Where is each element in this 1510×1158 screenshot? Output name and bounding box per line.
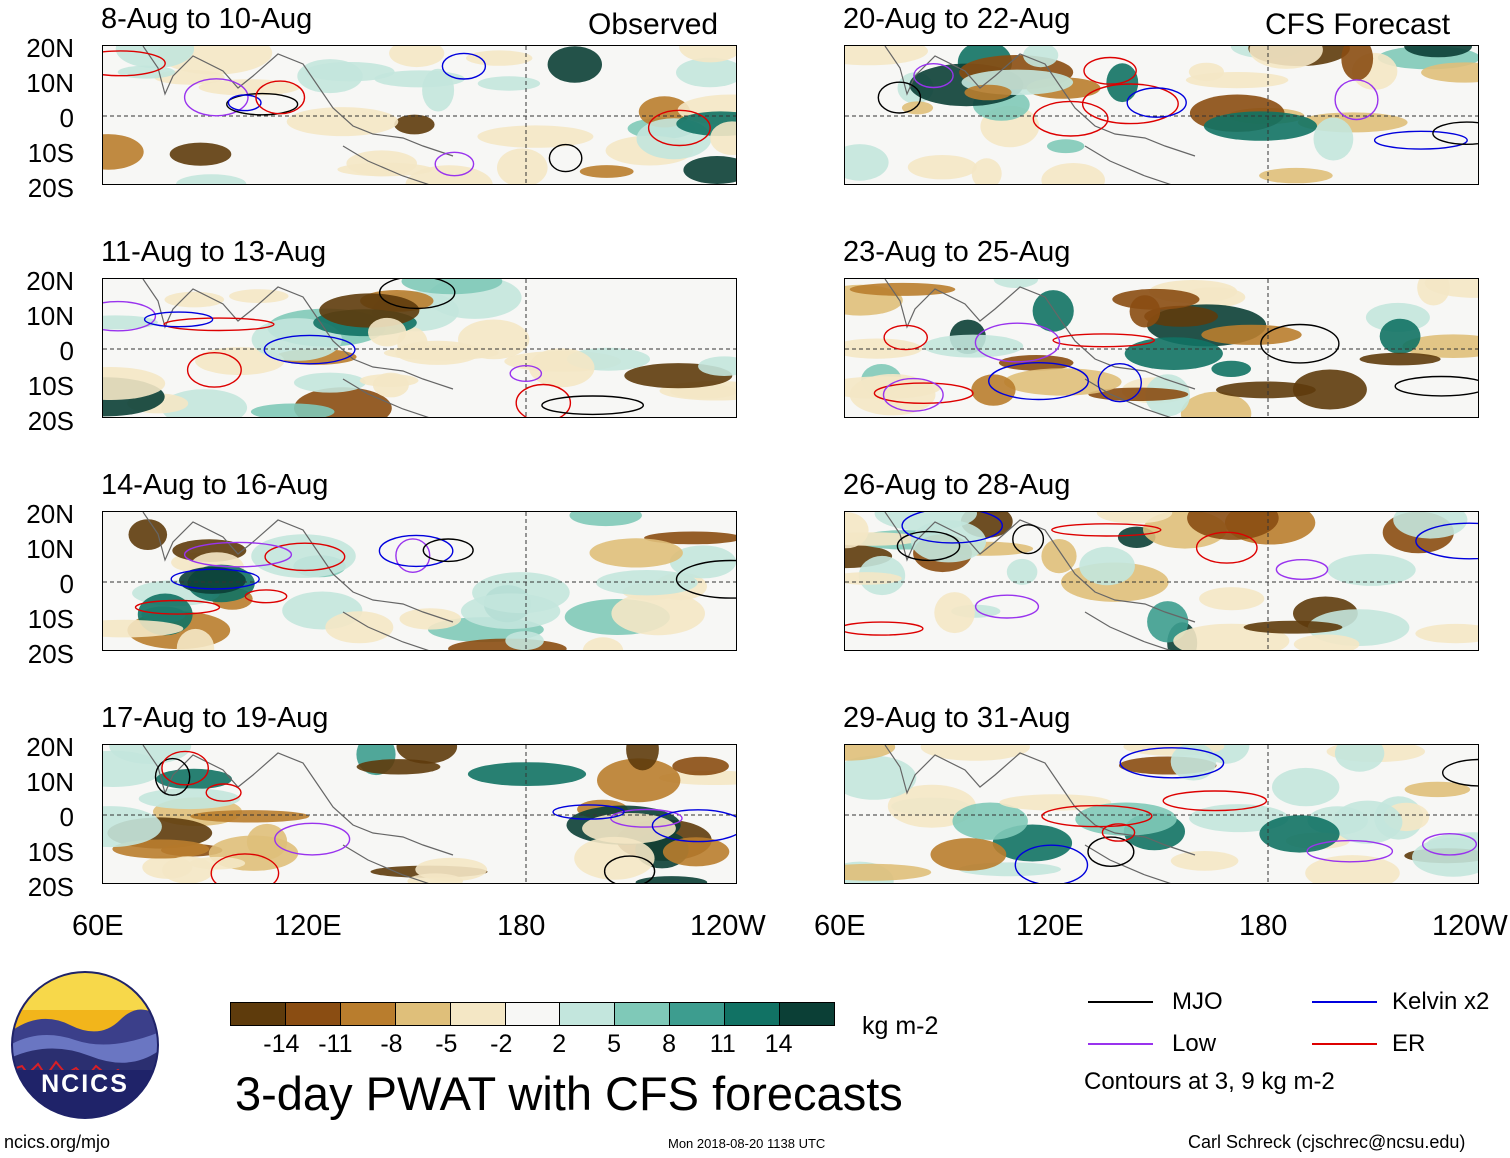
lat-label: 10S bbox=[27, 604, 74, 634]
map-panel-observed-4 bbox=[102, 744, 737, 884]
colorbar-label: 11 bbox=[709, 1030, 736, 1058]
lat-label: 10N bbox=[26, 534, 74, 564]
footer-timestamp: Mon 2018-08-20 1138 UTC bbox=[668, 1136, 826, 1151]
legend-note: Contours at 3, 9 kg m-2 bbox=[1084, 1068, 1335, 1095]
map-panel-forecast-2 bbox=[844, 278, 1479, 418]
observed-label: Observed bbox=[588, 8, 719, 41]
map-panel-forecast-3 bbox=[844, 511, 1479, 651]
main-title: 3-day PWAT with CFS forecasts bbox=[235, 1067, 903, 1120]
lat-label: 20N bbox=[26, 732, 74, 762]
lat-label: 10N bbox=[26, 68, 74, 98]
lon-label-120w: 120W bbox=[1432, 910, 1508, 942]
legend-label-kelvin: Kelvin x2 bbox=[1392, 988, 1490, 1015]
legend-label-mjo: MJO bbox=[1172, 988, 1223, 1015]
pwat-field bbox=[845, 512, 1478, 650]
logo-text: NCICS bbox=[41, 1070, 129, 1098]
colorbar-swatch bbox=[779, 1002, 835, 1026]
colorbar-label: -8 bbox=[380, 1030, 403, 1058]
legend-line-er bbox=[1312, 1043, 1377, 1045]
lat-label: 20S bbox=[27, 639, 74, 669]
lat-label: 10N bbox=[26, 767, 74, 797]
lon-label-180: 180 bbox=[497, 910, 546, 942]
pwat-field bbox=[103, 512, 736, 650]
pwat-field bbox=[103, 279, 736, 417]
colorbar-swatch bbox=[449, 1002, 506, 1026]
colorbar-swatch bbox=[614, 1002, 671, 1026]
colorbar-swatch bbox=[394, 1002, 451, 1026]
legend-line-mjo bbox=[1088, 1001, 1153, 1003]
panel-title: 14-Aug to 16-Aug bbox=[101, 469, 329, 501]
lat-label: 10S bbox=[27, 138, 74, 168]
lat-label: 10S bbox=[27, 371, 74, 401]
lat-label: 0 bbox=[59, 336, 74, 366]
pwat-field bbox=[845, 745, 1478, 883]
ncics-logo: NCICS bbox=[10, 970, 160, 1120]
lat-label: 0 bbox=[59, 569, 74, 599]
legend-line-low bbox=[1088, 1043, 1153, 1045]
panel-title: 26-Aug to 28-Aug bbox=[843, 469, 1071, 501]
colorbar-swatch bbox=[339, 1002, 396, 1026]
legend-label-low: Low bbox=[1172, 1030, 1217, 1057]
lon-label-60e: 60E bbox=[72, 910, 124, 942]
colorbar-label: -5 bbox=[435, 1030, 458, 1058]
lon-label-120e: 120E bbox=[1016, 910, 1084, 942]
forecast-label: CFS Forecast bbox=[1265, 8, 1451, 41]
footer-author: Carl Schreck (cjschrec@ncsu.edu) bbox=[1188, 1132, 1466, 1152]
map-panel-forecast-1 bbox=[844, 45, 1479, 185]
panel-title: 23-Aug to 25-Aug bbox=[843, 236, 1071, 268]
lon-label-120w: 120W bbox=[690, 910, 766, 942]
colorbar-label: -14 bbox=[263, 1030, 300, 1058]
panel-title: 17-Aug to 19-Aug bbox=[101, 702, 329, 734]
map-panel-observed-1 bbox=[102, 45, 737, 185]
lat-label: 20S bbox=[27, 406, 74, 436]
panel-title: 20-Aug to 22-Aug bbox=[843, 3, 1071, 35]
pwat-field bbox=[845, 279, 1478, 417]
lat-label: 20N bbox=[26, 266, 74, 296]
lon-label-120e: 120E bbox=[274, 910, 342, 942]
panel-title: 11-Aug to 13-Aug bbox=[101, 236, 327, 268]
lat-label: 0 bbox=[59, 103, 74, 133]
footer-site: ncics.org/mjo bbox=[4, 1132, 111, 1152]
pwat-field bbox=[103, 745, 736, 883]
lat-label: 10S bbox=[27, 837, 74, 867]
colorbar bbox=[230, 1002, 835, 1026]
panel-title: 8-Aug to 10-Aug bbox=[101, 3, 313, 35]
legend-line-kelvin bbox=[1312, 1001, 1377, 1003]
colorbar-swatch bbox=[559, 1002, 616, 1026]
lon-label-180: 180 bbox=[1239, 910, 1288, 942]
colorbar-label: -2 bbox=[490, 1030, 513, 1058]
colorbar-swatch bbox=[504, 1002, 561, 1026]
colorbar-swatch bbox=[669, 1002, 726, 1026]
colorbar-swatch bbox=[284, 1002, 341, 1026]
legend-label-er: ER bbox=[1392, 1030, 1426, 1057]
pwat-field bbox=[103, 46, 736, 184]
colorbar-label: -11 bbox=[318, 1030, 353, 1058]
panel-title: 29-Aug to 31-Aug bbox=[843, 702, 1071, 734]
colorbar-swatch bbox=[230, 1002, 286, 1026]
lat-label: 20S bbox=[27, 872, 74, 902]
colorbar-units: kg m-2 bbox=[862, 1012, 939, 1040]
lat-label: 20S bbox=[27, 173, 74, 203]
lat-label: 0 bbox=[59, 802, 74, 832]
lat-label: 10N bbox=[26, 301, 74, 331]
lat-label: 20N bbox=[26, 499, 74, 529]
pwat-field bbox=[845, 46, 1478, 184]
colorbar-label: 5 bbox=[607, 1030, 622, 1058]
map-panel-observed-2 bbox=[102, 278, 737, 418]
colorbar-label: 14 bbox=[764, 1030, 793, 1058]
lat-label: 20N bbox=[26, 33, 74, 63]
lon-label-60e: 60E bbox=[814, 910, 866, 942]
colorbar-label: 2 bbox=[552, 1030, 567, 1058]
colorbar-swatch bbox=[724, 1002, 781, 1026]
colorbar-label: 8 bbox=[662, 1030, 676, 1058]
map-panel-forecast-4 bbox=[844, 744, 1479, 884]
map-panel-observed-3 bbox=[102, 511, 737, 651]
